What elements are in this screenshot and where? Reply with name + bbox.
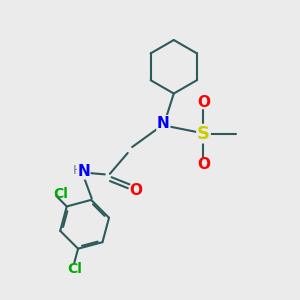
Text: Cl: Cl: [67, 262, 82, 276]
Text: O: O: [129, 183, 142, 198]
Text: S: S: [197, 125, 210, 143]
Text: Cl: Cl: [53, 188, 68, 201]
Text: N: N: [77, 164, 90, 179]
Text: H: H: [73, 164, 82, 177]
Text: O: O: [197, 158, 210, 172]
Text: N: N: [157, 116, 170, 131]
Text: O: O: [197, 95, 210, 110]
